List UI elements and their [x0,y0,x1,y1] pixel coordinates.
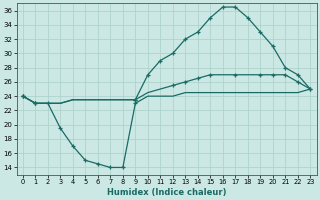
X-axis label: Humidex (Indice chaleur): Humidex (Indice chaleur) [107,188,226,197]
